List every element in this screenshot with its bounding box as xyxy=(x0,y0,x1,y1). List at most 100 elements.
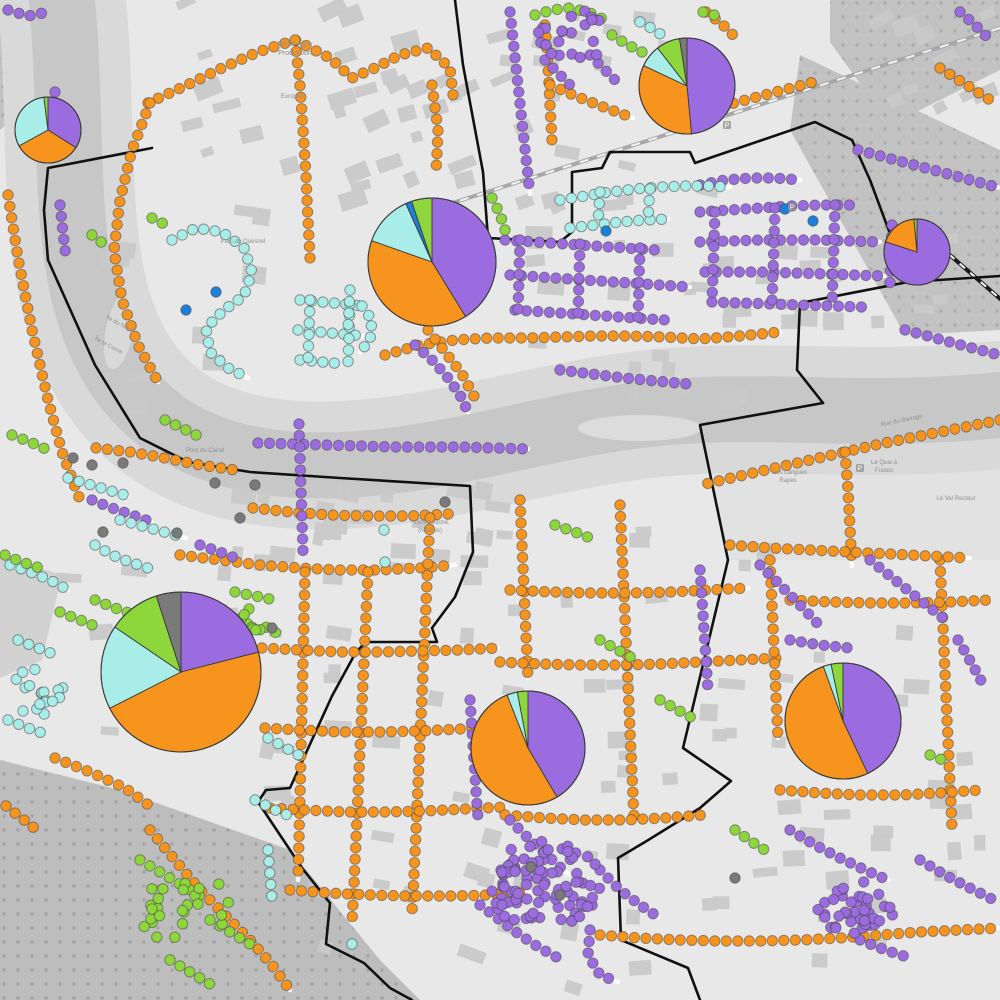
dots-purple-chain xyxy=(826,199,841,303)
dots-cyan-chain xyxy=(89,539,154,574)
dots-green-chain xyxy=(6,429,50,454)
dots-cyan-chain xyxy=(342,284,356,331)
dots-purple-chain xyxy=(509,304,670,326)
dots-purple-chain xyxy=(694,564,714,691)
dots-purple-cluster xyxy=(486,835,606,927)
map-label: Le Val Recteur xyxy=(936,496,975,502)
dots-green-chain xyxy=(54,606,98,631)
dots-orange-chain xyxy=(256,642,498,658)
dots-purple-chain xyxy=(499,234,660,256)
dots-purple-chain xyxy=(572,238,586,319)
dots-cyan-chain xyxy=(294,354,341,369)
river xyxy=(28,0,1000,499)
pie-chart-district-west[interactable] xyxy=(100,591,262,753)
dots-purple-chain xyxy=(194,539,239,563)
dots-orange-chain xyxy=(0,800,39,833)
dots-green-chain xyxy=(654,694,696,723)
dots-orange-chain xyxy=(108,97,162,384)
dots-purple-chain xyxy=(914,854,997,905)
dots-cyan-chain xyxy=(249,794,292,821)
dots-purple-chain xyxy=(582,924,615,984)
parking-icon: P xyxy=(788,203,796,212)
dots-green-chain xyxy=(697,6,720,21)
dots-green-chain xyxy=(146,212,169,229)
dots-purple-chain xyxy=(954,6,992,42)
svg-text:P: P xyxy=(790,205,795,212)
dots-cyan-chain xyxy=(302,294,316,364)
dots-green-chain xyxy=(549,519,594,543)
dots-orange-chain xyxy=(594,922,997,947)
dots-purple-chain xyxy=(754,559,823,629)
dots-green-chain xyxy=(606,29,648,58)
dots-purple-chain xyxy=(293,418,309,557)
dots-purple-chain xyxy=(512,234,526,315)
dots-orange-chain xyxy=(764,554,784,738)
dots-orange-chain xyxy=(426,79,444,171)
dots-orange-chain xyxy=(142,34,459,109)
dots-purple-chain xyxy=(766,202,781,306)
dots-cyan-chain xyxy=(292,324,361,341)
pie-chart-district-north[interactable] xyxy=(638,37,736,135)
dots-orange-chain xyxy=(499,809,706,826)
dots-cyan-chain xyxy=(12,634,56,659)
dots-purple-chain xyxy=(854,934,909,962)
pie-chart-district-southeast[interactable] xyxy=(784,662,902,780)
dots-cyan-chain xyxy=(642,183,656,218)
pie-chart-district-center[interactable] xyxy=(367,197,497,327)
svg-text:P: P xyxy=(725,123,730,130)
dots-purple-chain xyxy=(2,4,48,22)
dots-green-chain xyxy=(159,414,202,441)
dots-purple-cluster xyxy=(812,876,899,939)
parking-icon: P xyxy=(856,464,864,473)
map-label: Le Quai à xyxy=(871,460,898,466)
pie-chart-district-northeast[interactable] xyxy=(883,218,951,286)
dots-orange-chain xyxy=(494,652,782,671)
map-label: Production xyxy=(278,50,312,57)
dots-cyan-chain xyxy=(2,714,46,738)
map-label: Pont du Canal xyxy=(186,448,224,454)
pie-chart-district-northwest[interactable] xyxy=(14,96,82,164)
dots-green-chain xyxy=(0,549,43,573)
map-label: BASF Agri- xyxy=(278,41,313,48)
dots-purple-chain xyxy=(952,634,987,686)
dots-orange-chain xyxy=(422,324,480,402)
dots-green-chain xyxy=(486,192,511,236)
dots-purple-chain xyxy=(554,364,692,390)
dots-purple-chain xyxy=(252,437,529,455)
dots-orange-chain xyxy=(774,784,981,801)
dots-orange-chain xyxy=(289,34,316,264)
dots-cyan-chain xyxy=(262,732,304,761)
dots-purple-chain xyxy=(632,242,646,323)
dots-purple-chain xyxy=(409,339,472,413)
map-label: EuropAll xyxy=(281,94,304,100)
dots-purple-chain xyxy=(694,172,798,191)
dots-green-chain xyxy=(594,634,636,663)
dots-orange-chain xyxy=(544,79,631,121)
dots-green-chain xyxy=(164,954,216,990)
map-label: (Mkwais) xyxy=(418,528,442,534)
dots-orange-chain xyxy=(49,752,153,810)
dots-purple-chain xyxy=(784,634,853,654)
map-label: Lycée Asché, xyxy=(414,520,450,526)
pie-chart-district-south[interactable] xyxy=(470,690,586,806)
dots-cyan-chain xyxy=(592,186,606,221)
dots-purple-chain xyxy=(706,296,868,313)
dots-purple-chain xyxy=(504,6,535,190)
dots-purple-chain xyxy=(864,554,948,623)
river-island xyxy=(578,415,702,441)
dots-orange-chain xyxy=(934,62,995,105)
dots-cyan-chain xyxy=(166,223,258,380)
dots-orange-chain xyxy=(90,442,238,476)
map-label: Parc du Quesnel xyxy=(221,239,266,245)
dots-green-chain xyxy=(729,824,770,855)
map-label: Rapes xyxy=(779,478,796,484)
dots-purple-chain xyxy=(54,199,71,257)
dots-cyan-chain xyxy=(634,16,666,40)
map-label: Les Langues xyxy=(773,470,807,476)
dots-green-chain xyxy=(86,229,107,248)
dots-cyan-chain xyxy=(262,844,278,902)
dots-purple-chain xyxy=(899,324,1000,360)
